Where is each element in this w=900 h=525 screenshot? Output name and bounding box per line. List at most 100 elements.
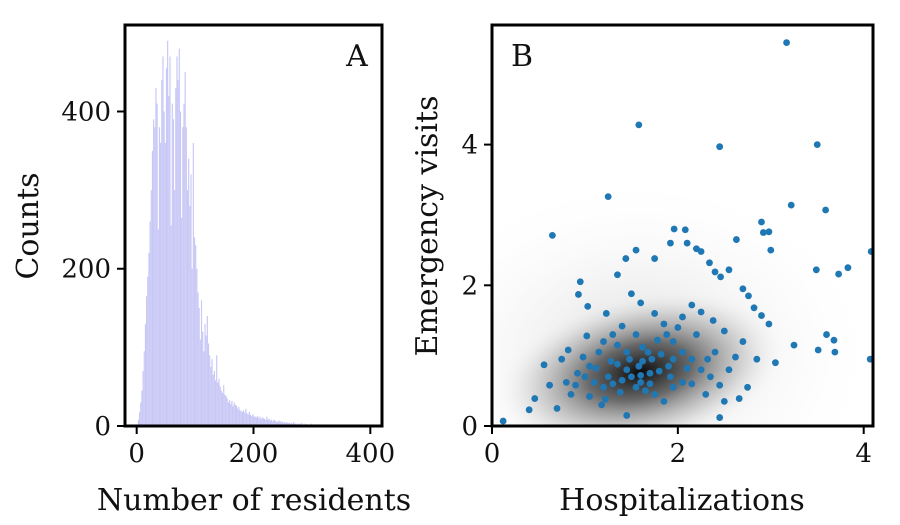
histogram-bar — [293, 422, 295, 426]
histogram-bar — [237, 408, 239, 426]
histogram-bar — [214, 380, 217, 426]
histogram-bar — [182, 127, 184, 426]
histogram-bar — [169, 56, 171, 426]
scatter-point — [758, 218, 765, 226]
histogram-bar — [246, 413, 248, 426]
histogram-bar — [158, 127, 161, 426]
histogram-bar — [183, 103, 185, 427]
scatter-point — [758, 312, 765, 319]
scatter-point — [835, 270, 843, 278]
histogram-bar — [198, 308, 200, 426]
histogram-bar — [254, 416, 256, 426]
scatter-point — [572, 381, 580, 389]
scatter-point — [540, 361, 548, 369]
scatter-point — [632, 383, 640, 391]
scatter-point — [787, 201, 795, 209]
y-tick-label: 400 — [61, 97, 111, 127]
panel-b-scatter: 0 2 4 0 2 4 B Hospitalizations Emergency visi… — [410, 23, 875, 518]
histogram-bar — [283, 422, 286, 426]
scatter-point — [716, 381, 724, 389]
scatter-point — [607, 357, 615, 365]
scatter-point — [739, 338, 747, 345]
scatter-point — [679, 378, 686, 386]
scatter-point — [531, 395, 539, 402]
histogram-bar — [196, 268, 198, 426]
histogram-bar — [147, 276, 149, 426]
scatter-point — [639, 357, 646, 365]
scatter-point — [525, 406, 533, 414]
histogram-bar — [247, 414, 249, 426]
scatter-point — [581, 373, 589, 381]
scatter-point — [688, 355, 696, 363]
histogram-bar — [189, 205, 191, 426]
scatter-point — [663, 331, 671, 338]
histogram-bar — [257, 415, 259, 426]
scatter-point — [549, 231, 556, 239]
histogram-bar — [150, 190, 152, 426]
scatter-point — [637, 378, 645, 386]
histogram-bar — [174, 190, 176, 426]
histogram-bar — [239, 410, 241, 426]
y-tick-label: 0 — [94, 412, 111, 442]
x-tick-label: 4 — [855, 439, 872, 469]
histogram-bar — [255, 417, 258, 426]
scatter-point — [600, 383, 607, 391]
scatter-point — [637, 299, 645, 307]
scatter-point — [567, 390, 575, 398]
scatter-point — [648, 355, 656, 363]
histogram-bar — [167, 40, 169, 426]
scatter-point — [654, 336, 661, 344]
histogram-bar — [172, 119, 175, 427]
histogram-bar — [280, 422, 282, 426]
scatter-point — [812, 266, 820, 274]
histogram-bar — [230, 403, 232, 426]
scatter-point — [745, 292, 752, 300]
scatter-point — [626, 355, 633, 363]
histogram-bar — [249, 414, 252, 426]
histogram-bar — [200, 300, 203, 426]
scatter-point — [683, 364, 691, 372]
scatter-point — [546, 381, 554, 389]
scatter-point — [739, 285, 747, 293]
scatter-point — [831, 348, 839, 356]
scatter-point — [693, 331, 700, 338]
scatter-point — [704, 355, 711, 363]
histogram-bar — [202, 331, 204, 426]
y-tick-label: 2 — [461, 271, 478, 301]
scatter-point — [679, 313, 686, 321]
histogram-bar — [213, 370, 215, 426]
histogram-bar — [225, 396, 227, 426]
scatter-point — [584, 303, 592, 310]
scatter-point — [697, 366, 705, 374]
scatter-point — [660, 320, 668, 328]
scatter-point — [574, 369, 581, 377]
histogram-bar — [192, 142, 194, 427]
scatter-point — [627, 373, 635, 381]
scatter-point — [602, 310, 610, 317]
histogram-bar — [181, 217, 183, 426]
scatter-point — [716, 143, 724, 151]
scatter-point — [814, 346, 822, 354]
panel-a-label: A — [345, 39, 368, 74]
histogram-bar — [162, 56, 164, 426]
panel-a-histogram: 0 200 400 0 200 400 A Number of residents Cou… — [11, 23, 411, 518]
scatter-point — [623, 348, 631, 356]
scatter-point — [622, 255, 630, 262]
y-tick-label: 0 — [461, 412, 478, 442]
histogram-bar — [160, 142, 162, 427]
histogram-bar — [240, 411, 242, 426]
panel-b-label: B — [511, 39, 533, 74]
histogram-bar — [220, 390, 222, 426]
scatter-point — [753, 355, 761, 363]
histogram-bar — [238, 407, 240, 426]
histogram-bar — [242, 410, 245, 426]
histogram-bar — [142, 370, 144, 426]
histogram-bar — [148, 253, 150, 426]
histogram-bar — [262, 418, 265, 426]
histogram-bar — [153, 119, 155, 427]
histogram-bar — [137, 419, 140, 426]
scatter-point — [632, 246, 640, 254]
panel-b-frame — [490, 23, 875, 428]
scatter-point — [660, 397, 668, 405]
